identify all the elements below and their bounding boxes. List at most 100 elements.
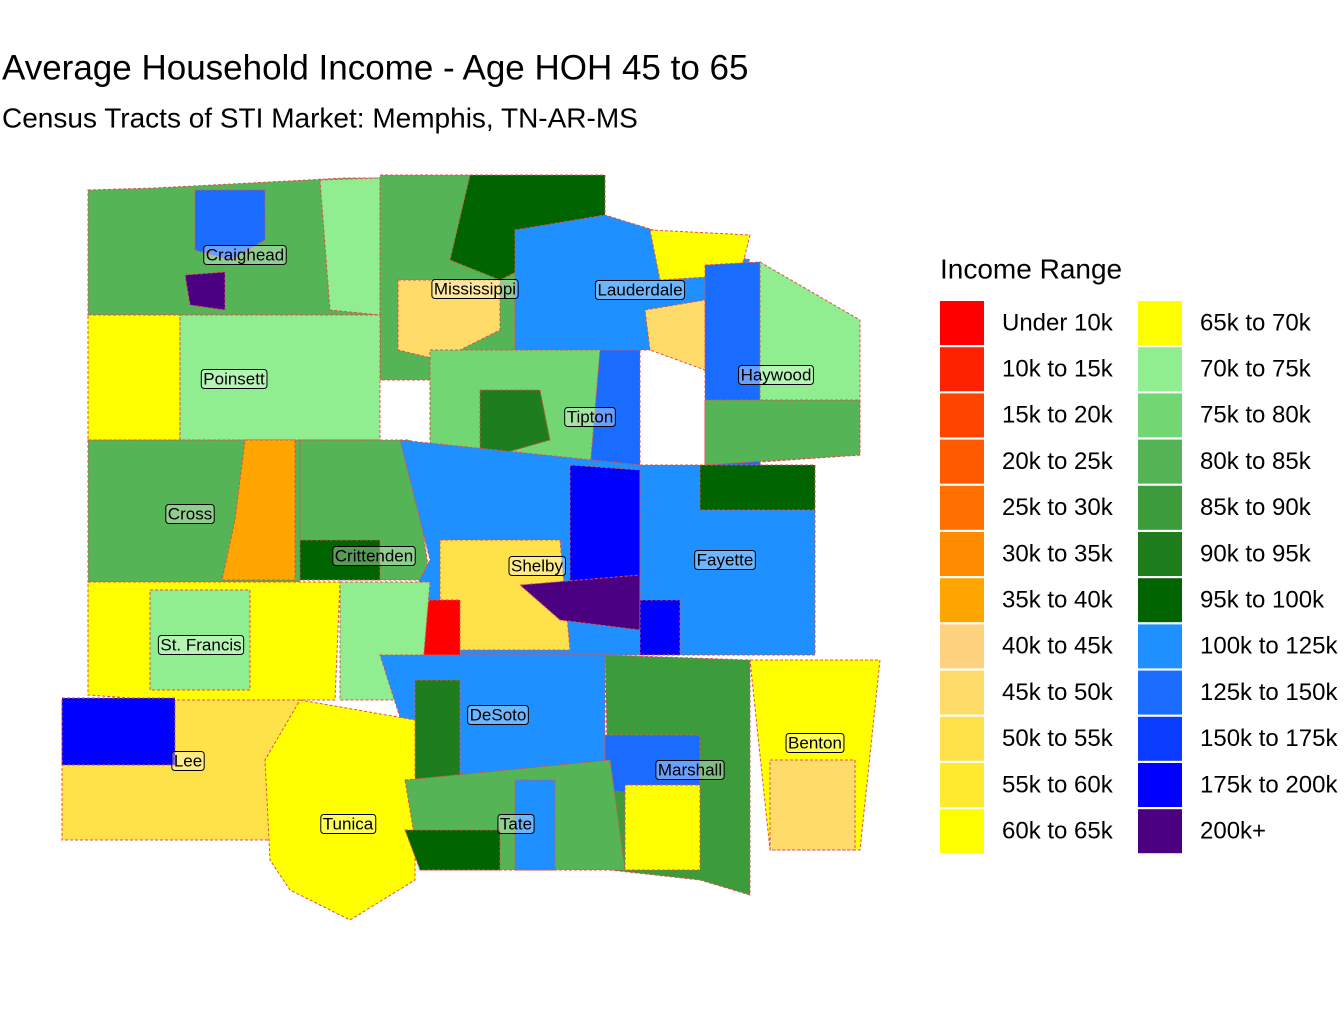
- legend-label: 40k to 45k: [1002, 633, 1114, 660]
- legend-label: 10k to 15k: [1002, 356, 1114, 383]
- tract-patch: [644, 299, 706, 371]
- county-label: Fayette: [694, 549, 756, 570]
- tract-patch: [194, 189, 266, 261]
- legend-swatch: [940, 670, 984, 715]
- legend-swatch: [940, 809, 984, 854]
- county-label: Shelby: [508, 555, 566, 576]
- county-name: Tate: [500, 814, 532, 833]
- county-name: Tunica: [323, 814, 374, 833]
- legend-swatch: [940, 439, 984, 484]
- legend-swatch: [1138, 578, 1182, 623]
- county-label-box: [431, 278, 519, 299]
- county-label: Poinsett: [200, 368, 268, 389]
- tract-patch: [299, 539, 381, 581]
- county-name: Shelby: [511, 556, 563, 575]
- county-name: St. Francis: [160, 635, 241, 654]
- legend-swatch: [940, 347, 984, 392]
- legend-title: Income Range: [940, 253, 1122, 284]
- tract-patch: [414, 679, 461, 781]
- county-label: St. Francis: [157, 634, 245, 655]
- legend-label: 50k to 55k: [1002, 725, 1114, 752]
- legend-label: 15k to 20k: [1002, 402, 1114, 429]
- legend-label: Under 10k: [1002, 309, 1114, 336]
- county-label-box: [157, 634, 245, 655]
- county-name: Benton: [788, 733, 842, 752]
- county-name: Craighead: [206, 245, 284, 264]
- legend-swatch: [1138, 763, 1182, 807]
- legend-swatch: [940, 716, 984, 761]
- tract-patch: [319, 177, 381, 316]
- county-name: Lee: [174, 751, 202, 770]
- county-label: Mississippi: [431, 278, 519, 299]
- county-label-box: [467, 704, 529, 725]
- legend-swatch: [1138, 347, 1182, 392]
- legend: Under 10k 10k to 15k 15k to 20k 20k to 25k 2…: [940, 301, 1338, 854]
- legend-label: 175k to 200k: [1200, 771, 1338, 798]
- legend-swatch: [1138, 532, 1182, 576]
- tract-patch: [439, 539, 571, 651]
- legend-swatch: [1138, 439, 1182, 484]
- tract-patch: [404, 829, 501, 871]
- legend-label: 30k to 35k: [1002, 540, 1114, 567]
- legend-label: 100k to 125k: [1200, 633, 1338, 660]
- tract-patch: [699, 464, 816, 511]
- county-label: Tunica: [320, 813, 377, 834]
- legend-swatch: [940, 763, 984, 807]
- county-label: Lee: [171, 750, 205, 771]
- county-label-box: [655, 759, 725, 780]
- tract-patch: [61, 697, 176, 766]
- legend-swatch: [1138, 809, 1182, 854]
- county-label: Tate: [497, 813, 535, 834]
- tract-patch: [397, 279, 501, 361]
- county-name: Marshall: [658, 760, 722, 779]
- legend-label: 60k to 65k: [1002, 818, 1114, 845]
- county-name: Haywood: [741, 365, 812, 384]
- legend-label: 125k to 150k: [1200, 679, 1338, 706]
- tract-patch: [624, 784, 701, 871]
- county-name: Crittenden: [335, 546, 413, 565]
- county-name: Cross: [168, 504, 212, 523]
- county-label-box: [497, 813, 535, 834]
- legend-swatch: [1138, 301, 1182, 345]
- legend-label: 35k to 40k: [1002, 587, 1114, 614]
- legend-label: 65k to 70k: [1200, 309, 1312, 336]
- county-label-box: [203, 244, 287, 265]
- county-label: Crittenden: [332, 545, 416, 566]
- county-label-box: [785, 732, 845, 753]
- legend-swatch: [940, 485, 984, 530]
- legend-label: 80k to 85k: [1200, 448, 1312, 475]
- county-label: Tipton: [564, 406, 616, 427]
- county-label: Benton: [785, 732, 845, 753]
- map-title: Average Household Income - Age HOH 45 to…: [2, 48, 748, 87]
- legend-swatch: [1138, 393, 1182, 438]
- county-labels: Craighead Mississippi Lauderdale Poinsett Ha…: [157, 244, 845, 834]
- county-name: Fayette: [697, 550, 754, 569]
- legend-swatch: [940, 393, 984, 438]
- county-label-box: [332, 545, 416, 566]
- tract-patch: [704, 399, 861, 466]
- legend-swatch: [940, 578, 984, 623]
- county-label-box: [508, 555, 566, 576]
- county-label: DeSoto: [467, 704, 529, 725]
- legend-swatch: [940, 532, 984, 576]
- county-label: Craighead: [203, 244, 287, 265]
- legend-swatch: [940, 624, 984, 669]
- county-label-box: [594, 279, 686, 300]
- county-label: Lauderdale: [594, 279, 686, 300]
- county-label: Haywood: [738, 364, 814, 385]
- legend-label: 85k to 90k: [1200, 494, 1312, 521]
- county-name: DeSoto: [470, 705, 527, 724]
- legend-label: 45k to 50k: [1002, 679, 1114, 706]
- tract-patch: [479, 389, 551, 461]
- county-label-box: [738, 364, 814, 385]
- county-label-box: [320, 813, 377, 834]
- tract-patch: [639, 599, 681, 656]
- legend-label: 75k to 80k: [1200, 402, 1312, 429]
- legend-label: 25k to 30k: [1002, 494, 1114, 521]
- legend-label: 20k to 25k: [1002, 448, 1114, 475]
- county-label-box: [694, 549, 756, 570]
- tract-patch: [149, 589, 251, 691]
- county-label-box: [200, 368, 268, 389]
- county-name: Poinsett: [203, 369, 265, 388]
